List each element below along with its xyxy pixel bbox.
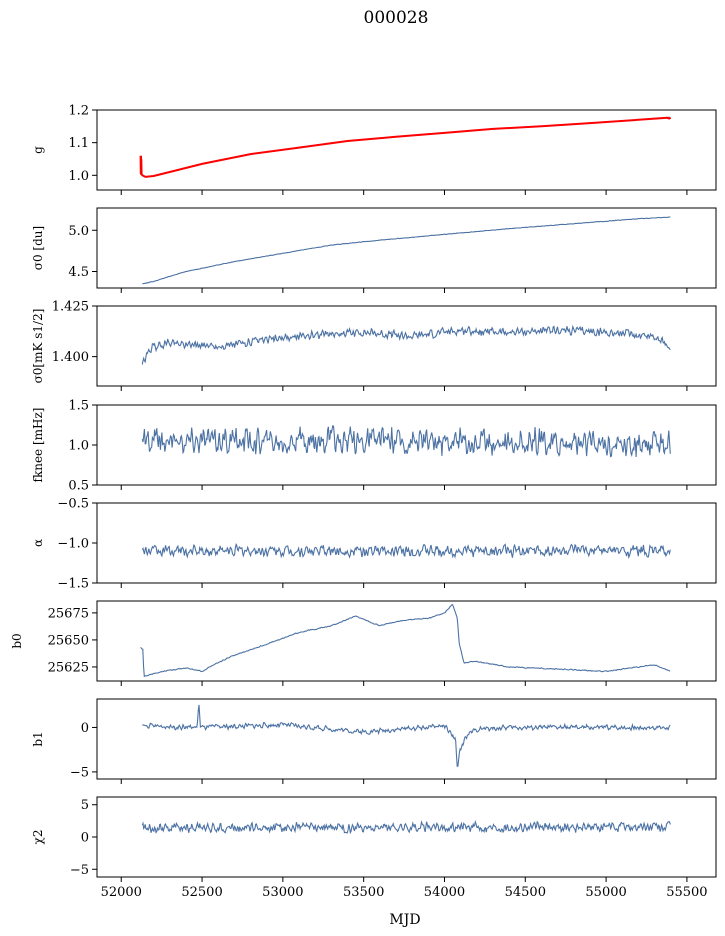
series-line — [142, 704, 671, 767]
y-tick-label: 1.425 — [52, 300, 89, 315]
y-tick-label: 5.0 — [68, 224, 89, 239]
axes-frame — [96, 109, 717, 191]
y-axis-label: b0 — [10, 633, 24, 648]
fit-line — [139, 116, 672, 178]
x-tick-label: 55000 — [585, 885, 626, 900]
axes-frame — [96, 305, 717, 387]
y-tick-label: 25650 — [48, 633, 89, 648]
series-line — [140, 116, 671, 178]
series-line — [141, 425, 671, 458]
y-tick-label: 1.2 — [68, 104, 89, 119]
y-tick-label: 0.5 — [68, 479, 89, 494]
y-tick-label: 1.400 — [52, 350, 89, 365]
y-tick-label: 4.5 — [68, 265, 89, 280]
y-tick-label: 1.0 — [68, 169, 89, 184]
y-axis-label: α — [31, 539, 45, 547]
x-tick-label: 52000 — [101, 885, 142, 900]
axes-frame — [96, 600, 717, 682]
y-axis-label: b1 — [31, 731, 45, 746]
y-axis-label: g — [31, 146, 45, 154]
y-tick-label: 1.0 — [68, 439, 89, 454]
series-line — [141, 819, 671, 835]
panel-6: 25625 25650 25675 b0 — [10, 600, 717, 686]
panel-3: 1.400 1.425 σ0[mK s1/2] — [31, 300, 717, 391]
axes-frame — [96, 404, 717, 486]
series-line — [141, 542, 671, 560]
x-tick-label: 55500 — [666, 885, 707, 900]
y-tick-label: 25675 — [48, 606, 89, 621]
y-tick-label: 1.1 — [68, 136, 89, 151]
x-axis-label: MJD — [389, 912, 420, 928]
panel-2: 4.5 5.0 σ0 [du] — [31, 207, 717, 293]
x-tick-label: 53000 — [262, 885, 303, 900]
panel-1: 1.0 1.1 1.2 g — [31, 104, 717, 195]
y-axis-label: χ2 — [31, 830, 45, 845]
panel-8: −5 0 5 52000 52500 53000 53500 54000 54500 55000 5… — [31, 796, 717, 900]
y-tick-label: 1.5 — [68, 399, 89, 414]
y-tick-label: 25625 — [48, 660, 89, 675]
figure-title: 000028 — [364, 8, 429, 28]
y-axis-label: σ0 [du] — [31, 226, 45, 270]
series-line — [142, 216, 671, 285]
y-tick-label: −1.5 — [57, 577, 89, 592]
y-tick-label: 0 — [81, 721, 89, 736]
y-axis-label: fknee [mHz] — [31, 408, 45, 483]
panel-7: −5 0 b1 — [31, 698, 717, 784]
series-line — [140, 604, 671, 678]
series-line — [141, 324, 671, 365]
panels: 1.0 1.1 1.2 g 4.5 5.0 σ0 [du] 1.400 1.425 σ0[mK s… — [10, 104, 717, 900]
y-axis-label: σ0[mK s1/2] — [31, 309, 45, 384]
y-tick-label: −1.0 — [57, 537, 89, 552]
axes-frame — [96, 207, 717, 289]
x-tick-label: 54000 — [424, 885, 465, 900]
panel-4: 0.5 1.0 1.5 fknee [mHz] — [31, 399, 717, 494]
x-tick-label: 54500 — [505, 885, 546, 900]
axes-frame — [96, 796, 717, 878]
axes-frame — [96, 502, 717, 584]
y-tick-label: 5 — [81, 798, 89, 813]
y-tick-label: −5 — [70, 765, 89, 780]
x-tick-label: 53500 — [343, 885, 384, 900]
y-tick-label: 0 — [81, 831, 89, 846]
y-tick-label: −0.5 — [57, 497, 89, 512]
y-tick-label: −5 — [70, 863, 89, 878]
panel-5: −1.5 −1.0 −0.5 α — [31, 497, 717, 592]
axes-frame — [96, 698, 717, 780]
x-tick-label: 52500 — [181, 885, 222, 900]
